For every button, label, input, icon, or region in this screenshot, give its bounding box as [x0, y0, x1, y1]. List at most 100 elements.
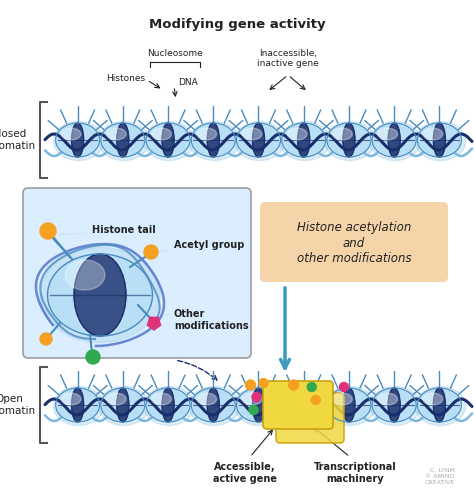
Ellipse shape — [72, 388, 84, 422]
Text: Other
modifications: Other modifications — [174, 309, 249, 331]
Ellipse shape — [287, 393, 307, 405]
Ellipse shape — [72, 123, 84, 157]
Ellipse shape — [207, 123, 219, 157]
Ellipse shape — [106, 128, 126, 140]
Ellipse shape — [287, 128, 307, 140]
Ellipse shape — [99, 121, 149, 161]
Ellipse shape — [423, 128, 443, 140]
Text: Open
chromatin: Open chromatin — [0, 394, 36, 416]
Ellipse shape — [298, 388, 310, 422]
Ellipse shape — [55, 123, 100, 157]
Ellipse shape — [332, 393, 352, 405]
Ellipse shape — [279, 386, 330, 426]
Ellipse shape — [253, 123, 264, 157]
Circle shape — [144, 245, 158, 259]
Ellipse shape — [40, 248, 160, 342]
Ellipse shape — [234, 386, 285, 426]
Text: Acetyl group: Acetyl group — [174, 240, 245, 250]
Circle shape — [40, 333, 52, 345]
Text: Histone acetylation
and
other modifications: Histone acetylation and other modificati… — [297, 222, 411, 264]
Ellipse shape — [237, 388, 281, 422]
Ellipse shape — [146, 388, 190, 422]
Circle shape — [289, 380, 299, 390]
Circle shape — [307, 383, 316, 392]
Circle shape — [259, 379, 268, 388]
Ellipse shape — [415, 386, 465, 426]
Circle shape — [249, 406, 258, 415]
Ellipse shape — [53, 386, 104, 426]
FancyBboxPatch shape — [276, 393, 344, 443]
Ellipse shape — [162, 388, 174, 422]
Ellipse shape — [378, 128, 398, 140]
Ellipse shape — [101, 123, 145, 157]
Ellipse shape — [152, 128, 172, 140]
Ellipse shape — [378, 393, 398, 405]
Circle shape — [252, 393, 261, 402]
Ellipse shape — [207, 388, 219, 422]
Ellipse shape — [162, 123, 174, 157]
Ellipse shape — [418, 388, 461, 422]
Ellipse shape — [418, 123, 461, 157]
Ellipse shape — [99, 386, 149, 426]
Text: Closed
chromatin: Closed chromatin — [0, 129, 36, 151]
Ellipse shape — [117, 388, 129, 422]
Ellipse shape — [343, 388, 355, 422]
Ellipse shape — [237, 123, 281, 157]
Ellipse shape — [189, 386, 239, 426]
Ellipse shape — [197, 128, 217, 140]
Ellipse shape — [74, 254, 126, 336]
Ellipse shape — [433, 123, 446, 157]
Ellipse shape — [47, 254, 153, 336]
Ellipse shape — [332, 128, 352, 140]
Ellipse shape — [388, 123, 400, 157]
Circle shape — [339, 383, 348, 392]
Ellipse shape — [234, 121, 285, 161]
Ellipse shape — [65, 260, 105, 290]
Ellipse shape — [61, 393, 81, 405]
Ellipse shape — [370, 121, 420, 161]
Ellipse shape — [279, 121, 330, 161]
Ellipse shape — [388, 388, 400, 422]
Ellipse shape — [242, 128, 262, 140]
Ellipse shape — [144, 386, 194, 426]
Ellipse shape — [343, 123, 355, 157]
Text: Histone tail: Histone tail — [92, 225, 156, 235]
Circle shape — [40, 223, 56, 239]
Circle shape — [86, 350, 100, 364]
Text: Histones: Histones — [106, 73, 145, 82]
Text: Transcriptional
machinery: Transcriptional machinery — [314, 462, 396, 484]
Ellipse shape — [433, 388, 446, 422]
Text: Modifying gene activity: Modifying gene activity — [149, 18, 325, 31]
Ellipse shape — [372, 388, 416, 422]
FancyBboxPatch shape — [263, 381, 333, 429]
Ellipse shape — [191, 388, 235, 422]
Ellipse shape — [423, 393, 443, 405]
Text: C. LYNM
© AMINO
CREATIVE: C. LYNM © AMINO CREATIVE — [425, 468, 455, 485]
FancyBboxPatch shape — [23, 188, 251, 358]
Ellipse shape — [325, 386, 375, 426]
Circle shape — [311, 396, 320, 405]
Ellipse shape — [191, 123, 235, 157]
Text: Nucleosome: Nucleosome — [147, 49, 203, 58]
FancyBboxPatch shape — [260, 202, 448, 282]
Text: Inaccessible,
inactive gene: Inaccessible, inactive gene — [257, 48, 319, 68]
Ellipse shape — [372, 123, 416, 157]
Ellipse shape — [106, 393, 126, 405]
Circle shape — [246, 380, 255, 390]
Ellipse shape — [144, 121, 194, 161]
Ellipse shape — [146, 123, 190, 157]
Ellipse shape — [101, 388, 145, 422]
Ellipse shape — [327, 123, 371, 157]
Ellipse shape — [117, 123, 129, 157]
Ellipse shape — [325, 121, 375, 161]
Ellipse shape — [282, 123, 326, 157]
Ellipse shape — [197, 393, 217, 405]
Ellipse shape — [282, 388, 326, 422]
Ellipse shape — [327, 388, 371, 422]
Text: Accessible,
active gene: Accessible, active gene — [213, 462, 277, 484]
Ellipse shape — [298, 123, 310, 157]
Text: DNA: DNA — [178, 77, 198, 86]
Ellipse shape — [55, 388, 100, 422]
Ellipse shape — [53, 121, 104, 161]
Ellipse shape — [152, 393, 172, 405]
